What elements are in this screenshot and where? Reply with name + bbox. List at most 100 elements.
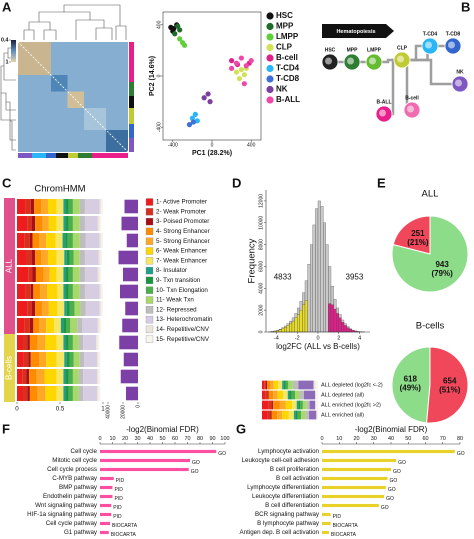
row-label: ALL depleted (log2fc <-2) [321,382,383,388]
stacked-segment [56,267,64,282]
stacked-segment [291,390,296,400]
stacked-segment [98,369,101,384]
stacked-segment [46,318,54,333]
stacked-segment [313,380,316,390]
point [238,55,244,61]
group-band [4,317,15,334]
stacked-segment [67,233,73,248]
stacked-segment [46,233,56,248]
stacked-segment [26,369,30,384]
x-tick-label: 30 [371,436,377,442]
group-band [4,368,15,385]
stacked-segment [98,386,101,401]
node-label: HSC [325,47,336,53]
x-tick-label: 20 [353,436,359,442]
pie-title: B-cells [416,321,445,332]
stacked-segment [17,199,26,214]
stacked-segment [270,410,272,420]
stacked-segment [96,335,98,350]
group-band [4,266,15,283]
stacked-segment [85,233,100,248]
legend-marker [266,33,274,41]
category-label: Lymphocyte activation [258,448,320,455]
histogram-bar [291,320,295,333]
stacked-segment [66,284,69,299]
bar [100,530,109,535]
point [181,42,188,48]
bar [122,318,138,333]
stacked-segment [53,318,61,333]
point [192,111,198,117]
point [177,27,183,33]
histogram-bar [281,328,285,333]
y-tick-label: 10000 [258,216,264,230]
legend-label: LMPP [276,32,299,41]
stacked-segment [69,352,74,367]
point [241,81,247,87]
connector [402,58,460,86]
cell-nucleus [379,109,386,117]
stacked-segment [96,369,99,384]
legend-swatch [145,335,154,343]
stacked-segment [84,216,98,231]
stacked-segment [66,386,69,401]
row-label: ALL enriched (log2fc >2) [321,402,381,408]
stacked-segment [99,199,102,214]
point [248,58,254,64]
stacked-segment [292,380,299,390]
source-tag: PID [113,514,122,520]
stacked-segment [56,352,65,367]
pie-slice [391,215,469,293]
point [241,72,247,78]
stacked-segment [72,216,80,231]
point [175,23,181,29]
group-band [4,249,15,266]
stacked-segment [309,410,317,420]
x-tick-label: 0 [316,335,319,341]
legend-swatch [145,325,154,334]
legend-swatch [145,217,154,226]
legend-label: 13- Heterochromatin [156,316,213,323]
cell-nucleus [369,57,376,65]
category-label: BMP pathway [59,484,98,491]
histogram-bar [341,322,345,333]
histogram-bar [297,314,300,333]
stacked-segment [63,284,67,299]
source-tag: PID [115,496,124,502]
stacked-segment [28,352,31,367]
stacked-segment [265,380,268,390]
stacked-segment [68,335,73,350]
legend-label: CLP [276,43,293,52]
stacked-segment [79,216,85,231]
pie-slice [392,215,431,255]
histogram-bar [299,310,303,333]
stacked-segment [55,233,63,248]
stacked-segment [296,400,299,410]
stacked-segment [63,386,67,401]
bar [322,494,385,499]
y-tick-label: 0 [258,330,264,333]
stacked-segment [96,386,99,401]
stacked-segment [305,410,310,420]
legend-swatch [145,227,154,236]
stacked-segment [57,284,64,299]
histogram-bar [323,222,326,333]
point [207,99,213,105]
stacked-segment [99,233,102,248]
stacked-segment [99,267,102,282]
slice-label: 943 (79%) [431,260,453,278]
histogram-bar [315,208,319,333]
category-label: B cell activation [276,475,320,482]
stacked-segment [83,386,97,401]
stacked-segment [66,250,70,265]
stacked-segment [78,369,84,384]
point [186,122,193,128]
node-label: CLP [397,45,408,51]
stacked-segment [29,335,38,350]
stacked-segment [79,284,85,299]
cell-nucleus [407,105,414,113]
stacked-segment [79,233,86,248]
source-tag: GO [390,478,398,484]
stacked-segment [295,390,300,400]
stacked-segment [35,301,42,316]
